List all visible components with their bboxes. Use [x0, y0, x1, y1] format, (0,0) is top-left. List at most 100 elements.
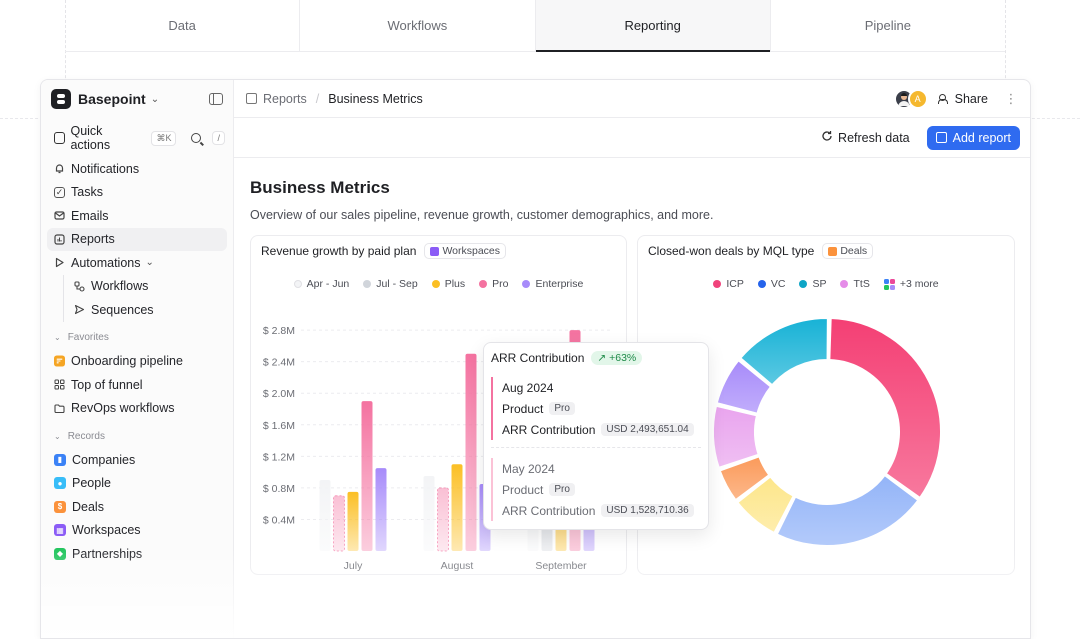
revenue-card-title: Revenue growth by paid plan [261, 244, 417, 258]
donut-slice [775, 474, 920, 547]
legend-item[interactable]: SP [799, 278, 826, 290]
tab-data[interactable]: Data [65, 0, 301, 51]
sidebar-item-label: Emails [71, 208, 109, 223]
legend-item[interactable]: Enterprise [522, 278, 583, 290]
sidebar-item-partnerships[interactable]: ◆ Partnerships [47, 542, 227, 566]
legend-label: VC [770, 278, 786, 290]
sidebar-item-deals[interactable]: $ Deals [47, 495, 227, 519]
main-area: Reports / Business Metrics A Share ⋮ Ref… [234, 80, 1030, 638]
sidebar-item-top-of-funnel[interactable]: Top of funnel [47, 373, 227, 397]
legend-swatch [479, 280, 488, 288]
favorites-header[interactable]: ⌄ Favorites [41, 326, 233, 350]
share-label: Share [954, 91, 988, 106]
legend-item[interactable]: Pro [479, 278, 508, 290]
topbar: Reports / Business Metrics A Share ⋮ [234, 80, 1030, 118]
legend-swatch [522, 280, 531, 288]
companies-icon: ▮ [54, 453, 66, 466]
caret-down-icon: ⌄ [54, 333, 61, 342]
sidebar-item-workspaces[interactable]: ▦ Workspaces [47, 519, 227, 543]
grid-icon [54, 379, 65, 390]
legend-item[interactable]: Apr - Jun [293, 278, 349, 290]
workflow-icon [74, 281, 85, 292]
sidebar-item-label: Tasks [71, 185, 103, 200]
bell-icon [54, 163, 65, 174]
donut-slice [712, 404, 760, 469]
people-icon: ● [54, 477, 66, 490]
legend-label: Plus [444, 278, 466, 290]
legend-swatch [363, 280, 372, 288]
product-label: Product [502, 482, 544, 497]
app-window: Basepoint ⌄ Quick actions ⌘K / Notificat… [40, 79, 1031, 639]
donut-slice [736, 475, 795, 535]
quick-actions-label: Quick actions [70, 124, 111, 152]
collaborator-avatars[interactable]: A [893, 88, 928, 109]
deals-icon: $ [54, 500, 66, 513]
bar [319, 479, 331, 551]
sidebar-item-sequences[interactable]: Sequences [63, 298, 227, 322]
bar [333, 495, 345, 552]
basepoint-logo-icon [51, 89, 71, 109]
sidebar-item-reports[interactable]: Reports [47, 227, 227, 251]
donut-slice [718, 455, 771, 502]
more-options-icon[interactable]: ⋮ [1004, 90, 1018, 106]
sidebar-item-workflows[interactable]: Workflows [63, 274, 227, 298]
y-tick-label: $ 2.8M [263, 325, 295, 337]
search-button[interactable]: / [191, 131, 225, 145]
sidebar-item-automations[interactable]: Automations ⌄ [47, 251, 227, 275]
tab-pipeline[interactable]: Pipeline [864, 18, 911, 33]
sidebar-item-onboarding-pipeline[interactable]: Onboarding pipeline [47, 350, 227, 374]
sidebar-toggle-icon[interactable] [209, 93, 223, 105]
sidebar-item-companies[interactable]: ▮ Companies [47, 448, 227, 472]
records-header[interactable]: ⌄ Records [41, 424, 233, 448]
quick-actions-button[interactable]: Quick actions ⌘K [49, 124, 181, 152]
sidebar-item-notifications[interactable]: Notifications [47, 157, 227, 181]
growth-badge: ↗ +63% [591, 351, 643, 365]
workspaces-tag[interactable]: Workspaces [424, 243, 507, 259]
deals-donut-chart[interactable] [638, 306, 1016, 576]
sidebar-item-label: Sequences [91, 302, 154, 317]
search-icon [191, 133, 202, 143]
partnerships-icon: ◆ [54, 547, 66, 560]
refresh-data-button[interactable]: Refresh data [816, 126, 915, 149]
legend-item[interactable]: ICP [713, 278, 744, 290]
tooltip-period: May 2024 [502, 461, 555, 476]
avatar: A [907, 88, 928, 109]
chevron-down-icon: ⌄ [145, 257, 154, 269]
legend-more[interactable]: +3 more [883, 278, 939, 290]
legend-item[interactable]: VC [757, 278, 786, 290]
sidebar-item-revops-workflows[interactable]: RevOps workflows [47, 397, 227, 421]
workspace-switcher[interactable]: Basepoint ⌄ [41, 80, 233, 118]
workspaces-icon [430, 246, 440, 256]
bar [361, 401, 373, 551]
action-bar: Refresh data Add report [234, 118, 1030, 158]
deals-legend: ICP VC SP TtS +3 more [638, 278, 1014, 290]
legend-item[interactable]: Jul - Sep [363, 278, 418, 290]
sidebar-item-emails[interactable]: Emails [47, 204, 227, 228]
add-report-button[interactable]: Add report [926, 125, 1020, 150]
x-tick-label: August [441, 560, 474, 572]
tag-label: Deals [840, 245, 868, 257]
tab-reporting[interactable]: Reporting [535, 0, 771, 52]
deals-tag[interactable]: Deals [822, 243, 874, 259]
refresh-label: Refresh data [838, 130, 910, 145]
add-report-icon [935, 132, 947, 143]
pipeline-icon [54, 355, 65, 367]
share-button[interactable]: Share [937, 91, 988, 106]
sidebar-item-tasks[interactable]: ✓ Tasks [47, 181, 227, 205]
donut-slice [715, 359, 773, 415]
legend-item[interactable]: TtS [840, 278, 870, 290]
caret-down-icon: ⌄ [54, 431, 61, 441]
sidebar-item-people[interactable]: ● People [47, 472, 227, 496]
legend-swatch [757, 280, 766, 288]
breadcrumb-reports[interactable]: Reports [263, 91, 307, 106]
legend-label: ICP [726, 278, 744, 290]
tab-workflows[interactable]: Workflows [300, 0, 536, 51]
chart-icon [54, 234, 65, 245]
legend-item[interactable]: Plus [431, 278, 466, 290]
bar [423, 476, 435, 551]
x-tick-label: July [344, 560, 363, 572]
share-users-icon [937, 93, 950, 104]
metric-value: USD 1,528,710.36 [601, 504, 694, 517]
deals-card-title: Closed-won deals by MQL type [648, 244, 815, 258]
breadcrumb-separator: / [315, 91, 320, 106]
